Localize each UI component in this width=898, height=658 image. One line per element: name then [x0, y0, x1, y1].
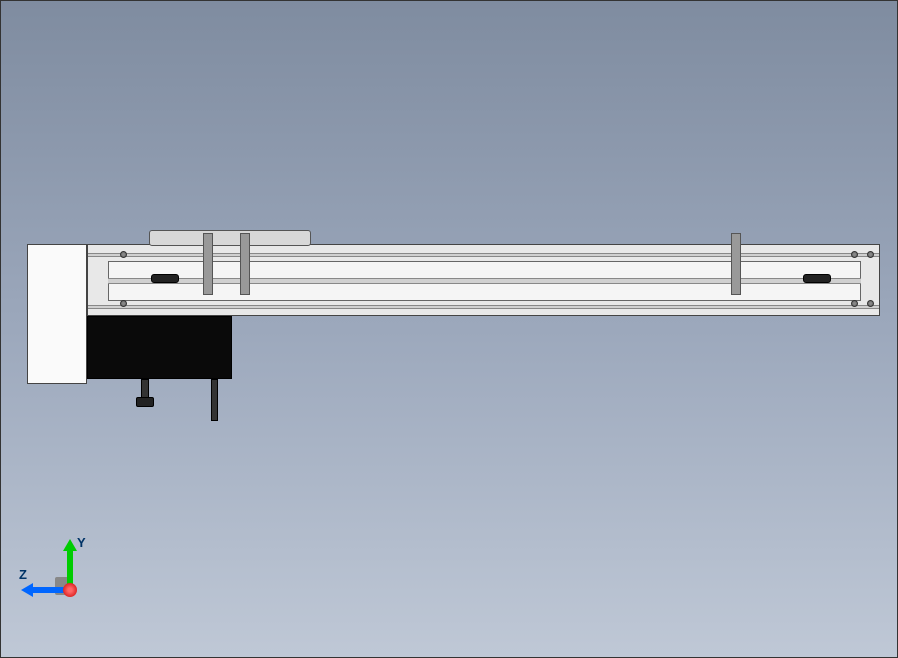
model-motor-connector	[136, 397, 154, 407]
model-bracket	[731, 233, 741, 295]
axis-z-arrow	[21, 583, 33, 597]
axis-y-label: Y	[77, 535, 86, 550]
axis-y-arrow	[63, 539, 77, 551]
model-screw	[867, 300, 874, 307]
model-bracket	[240, 233, 250, 295]
model-screw	[120, 300, 127, 307]
axis-z-label: Z	[19, 567, 27, 582]
cad-3d-viewport[interactable]: Y Z	[0, 0, 898, 658]
model-screw	[867, 251, 874, 258]
model-carriage-plate	[149, 230, 311, 246]
model-bracket	[203, 233, 213, 295]
model-housing-block	[27, 244, 87, 384]
model-motor-body	[87, 316, 232, 379]
model-bearing-block	[151, 274, 179, 283]
model-bearing-block	[803, 274, 831, 283]
axis-origin	[63, 583, 77, 597]
model-screw	[851, 300, 858, 307]
model-motor-shaft	[211, 379, 218, 421]
model-screw	[120, 251, 127, 258]
model-screw	[851, 251, 858, 258]
axis-y-line	[67, 549, 73, 585]
model-motor-shaft	[141, 379, 149, 399]
axis-z-line	[31, 587, 67, 593]
axis-triad[interactable]: Y Z	[23, 541, 83, 601]
